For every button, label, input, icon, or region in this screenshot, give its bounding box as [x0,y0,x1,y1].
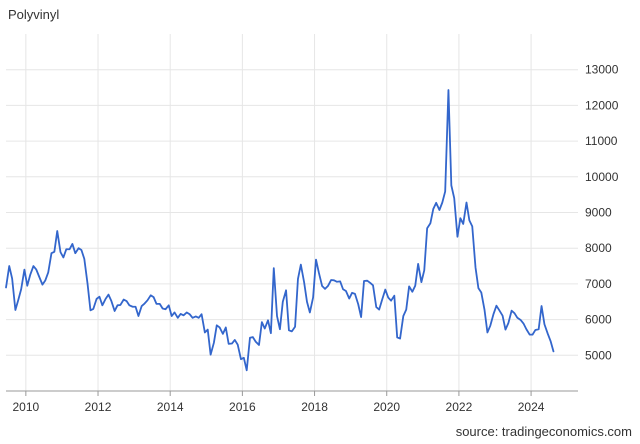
chart-title: Polyvinyl [8,7,60,22]
y-tick-label: 7000 [585,277,612,291]
y-tick-label: 9000 [585,206,612,220]
y-tick-label: 5000 [585,348,612,362]
x-tick-label: 2016 [229,400,256,414]
x-tick-label: 2012 [85,400,112,414]
y-tick-label: 8000 [585,241,612,255]
source-attribution[interactable]: source: tradingeconomics.com [455,424,632,439]
y-tick-label: 12000 [585,98,619,112]
y-tick-label: 11000 [585,134,618,148]
x-tick-label: 2022 [446,400,473,414]
series-line [5,89,555,372]
x-tick-label: 2020 [373,400,400,414]
y-tick-label: 10000 [585,170,619,184]
x-tick-label: 2010 [12,400,39,414]
x-tick-label: 2014 [157,400,184,414]
x-tick-label: 2024 [518,400,545,414]
y-tick-label: 13000 [585,63,619,77]
y-tick-label: 6000 [585,313,612,327]
x-tick-label: 2018 [301,400,328,414]
